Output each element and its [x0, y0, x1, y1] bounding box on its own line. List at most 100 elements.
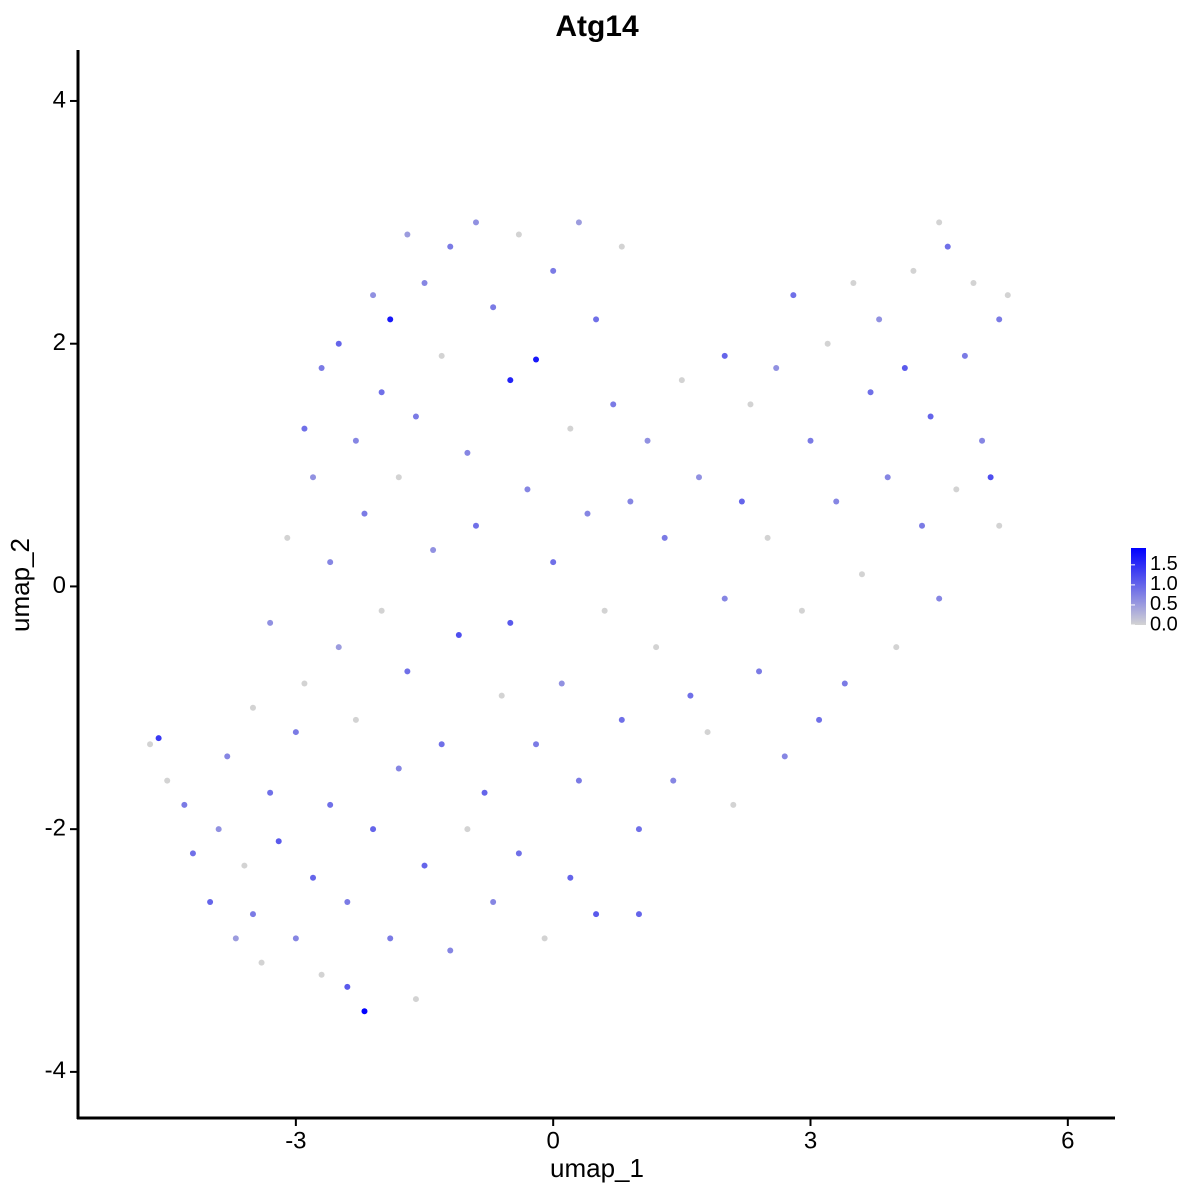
point — [593, 316, 600, 323]
point — [910, 267, 917, 274]
point — [550, 267, 557, 274]
point — [944, 243, 951, 250]
point — [490, 304, 497, 311]
colorbar-label: 1.5 — [1150, 553, 1178, 575]
point — [275, 838, 282, 845]
point — [284, 534, 291, 541]
point — [533, 356, 540, 363]
point — [541, 935, 548, 942]
point — [215, 826, 222, 833]
point — [953, 486, 960, 493]
y-tick-label: 2 — [53, 329, 66, 356]
point — [893, 644, 900, 651]
point — [412, 996, 419, 1003]
point — [464, 826, 471, 833]
point — [841, 680, 848, 687]
point — [249, 911, 256, 918]
point — [816, 716, 823, 723]
point — [472, 522, 479, 529]
point — [267, 789, 274, 796]
point — [421, 280, 428, 287]
point — [438, 741, 445, 748]
point — [498, 692, 505, 699]
y-tick-label: 0 — [53, 572, 66, 599]
point — [387, 316, 394, 323]
point — [747, 401, 754, 408]
point — [575, 219, 582, 226]
point — [361, 510, 368, 517]
point — [344, 898, 351, 905]
point — [258, 959, 265, 966]
point — [678, 377, 685, 384]
point — [867, 389, 874, 396]
point — [352, 437, 359, 444]
point — [979, 437, 986, 444]
point — [189, 850, 196, 857]
point — [207, 898, 214, 905]
point — [292, 729, 299, 736]
point — [635, 826, 642, 833]
point — [447, 243, 454, 250]
point — [687, 692, 694, 699]
point — [721, 595, 728, 602]
point — [781, 753, 788, 760]
point — [370, 292, 377, 299]
x-tick-label: 0 — [547, 1127, 560, 1154]
point — [335, 644, 342, 651]
point — [876, 316, 883, 323]
point — [404, 668, 411, 675]
point — [730, 801, 737, 808]
point — [798, 607, 805, 614]
point — [721, 352, 728, 359]
y-tick-label: -4 — [45, 1057, 66, 1084]
point — [232, 935, 239, 942]
point — [601, 607, 608, 614]
point — [310, 474, 317, 481]
point — [318, 364, 325, 371]
point — [155, 735, 162, 742]
point — [670, 777, 677, 784]
point — [773, 364, 780, 371]
point — [610, 401, 617, 408]
point — [395, 765, 402, 772]
point — [412, 413, 419, 420]
point — [318, 971, 325, 978]
point — [524, 486, 531, 493]
point — [961, 352, 968, 359]
point — [764, 534, 771, 541]
point — [310, 874, 317, 881]
point — [936, 219, 943, 226]
y-tick-label: 4 — [53, 86, 66, 113]
x-axis-label: umap_1 — [550, 1153, 644, 1183]
point — [164, 777, 171, 784]
x-tick-label: -3 — [285, 1127, 306, 1154]
point — [987, 474, 994, 481]
point — [387, 935, 394, 942]
point — [481, 789, 488, 796]
chart-title: Atg14 — [555, 10, 639, 43]
point — [421, 862, 428, 869]
point — [301, 680, 308, 687]
y-tick-label: -2 — [45, 814, 66, 841]
point — [618, 243, 625, 250]
point — [584, 510, 591, 517]
point — [575, 777, 582, 784]
point — [395, 474, 402, 481]
point — [267, 619, 274, 626]
point — [901, 364, 908, 371]
point — [567, 425, 574, 432]
point — [653, 644, 660, 651]
point — [361, 1008, 368, 1015]
point — [533, 741, 540, 748]
point — [1004, 292, 1011, 299]
colorbar — [1131, 548, 1146, 625]
point — [919, 522, 926, 529]
point — [464, 449, 471, 456]
point — [567, 874, 574, 881]
colorbar-label: 0.0 — [1150, 613, 1178, 635]
point — [352, 716, 359, 723]
point — [635, 911, 642, 918]
point — [927, 413, 934, 420]
point — [550, 559, 557, 566]
